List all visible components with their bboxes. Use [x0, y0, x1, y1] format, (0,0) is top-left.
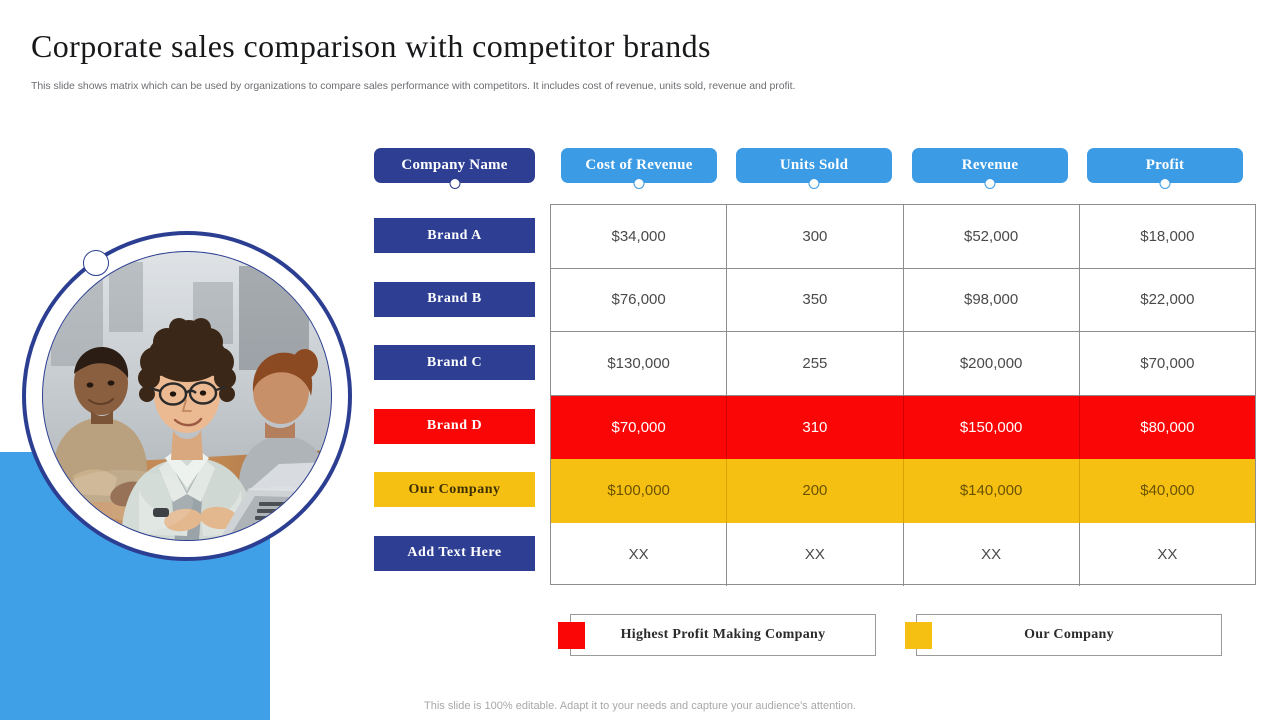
header-connector-dot — [808, 178, 820, 189]
header-connector-dot — [633, 178, 645, 189]
table-cell: XX — [904, 522, 1080, 586]
row-label-text: Brand B — [427, 291, 482, 306]
accent-circle-decoration — [83, 250, 109, 276]
column-header-label: Revenue — [961, 157, 1019, 173]
table-cell: $80,000 — [1140, 418, 1195, 436]
header-connector-dot — [449, 178, 460, 189]
table-cell: $98,000 — [904, 268, 1080, 331]
table-header-row: Company Name Cost of Revenue Units Sold … — [374, 148, 1256, 189]
table-cell: XX — [1157, 545, 1178, 563]
page-subtitle: This slide shows matrix which can be use… — [31, 80, 796, 92]
legend-item-highest-profit: Highest Profit Making Company — [570, 614, 876, 656]
table-cell: $52,000 — [904, 205, 1080, 268]
table-cell: XX — [727, 522, 904, 586]
table-cell: 255 — [727, 332, 904, 395]
header-connector-dot — [1159, 178, 1171, 189]
row-label-text: Brand A — [427, 227, 482, 243]
header-connector-dot — [984, 178, 996, 189]
table-cell: $200,000 — [904, 332, 1080, 395]
table-cell: $150,000 — [904, 395, 1080, 459]
team-photo — [43, 252, 331, 540]
column-header-cost-of-revenue[interactable]: Cost of Revenue — [561, 148, 717, 189]
column-header-revenue[interactable]: Revenue — [912, 148, 1068, 189]
table-cell: $70,000 — [551, 395, 728, 459]
table-cell: $70,000 — [1140, 354, 1195, 372]
table-row-highlight-red: $70,000 310 $150,000 $80,000 — [551, 395, 1255, 459]
table-row-highlight-gold: $100,000 200 $140,000 $40,000 — [551, 459, 1255, 523]
table-cell: $40,000 — [1140, 482, 1195, 500]
table-cell: 300 — [727, 205, 904, 268]
column-header-company-name[interactable]: Company Name — [374, 148, 535, 189]
row-label-text: Brand C — [426, 354, 483, 370]
table-cell: $18,000 — [1140, 227, 1195, 245]
legend-swatch-red — [558, 622, 585, 649]
table-cell: $100,000 — [551, 459, 728, 523]
table-cell: $140,000 — [904, 459, 1080, 523]
legend-swatch-gold — [905, 622, 932, 649]
footer-note: This slide is 100% editable. Adapt it to… — [424, 700, 856, 712]
row-label-text: Our Company — [408, 481, 501, 497]
table-row: $76,000 350 $98,000 $22,000 — [551, 268, 1255, 332]
table-cell: 200 — [727, 459, 904, 523]
page-title: Corporate sales comparison with competit… — [31, 28, 711, 64]
column-header-label: Profit — [1145, 157, 1185, 173]
column-header-label: Cost of Revenue — [585, 157, 693, 173]
row-label-brand-a[interactable]: Brand A — [374, 218, 535, 253]
table-cell: XX — [551, 522, 728, 586]
column-header-label: Company Name — [401, 157, 508, 173]
column-header-profit[interactable]: Profit — [1087, 148, 1243, 189]
row-label-text: Brand D — [426, 418, 483, 433]
table-cell: $130,000 — [551, 332, 728, 395]
table-cell: 310 — [727, 395, 904, 459]
legend-label: Our Company — [1024, 627, 1114, 642]
table-cell: $34,000 — [551, 205, 728, 268]
column-header-units-sold[interactable]: Units Sold — [736, 148, 892, 189]
table-row: $34,000 300 $52,000 $18,000 — [551, 205, 1255, 269]
table-row: XX XX XX XX — [551, 522, 1255, 586]
row-label-text: Add Text Here — [407, 545, 502, 560]
table-cell: $22,000 — [1140, 291, 1195, 309]
table-cell: 350 — [727, 268, 904, 331]
table-cell: $76,000 — [551, 268, 728, 331]
comparison-table: $34,000 300 $52,000 $18,000 $76,000 350 … — [550, 204, 1256, 586]
row-label-brand-b[interactable]: Brand B — [374, 281, 535, 317]
row-label-brand-d[interactable]: Brand D — [374, 408, 535, 444]
table-row: $130,000 255 $200,000 $70,000 — [551, 332, 1255, 396]
column-header-label: Units Sold — [779, 157, 849, 173]
row-label-add-text-here[interactable]: Add Text Here — [374, 535, 535, 571]
row-label-our-company[interactable]: Our Company — [374, 472, 535, 507]
row-label-brand-c[interactable]: Brand C — [374, 345, 535, 380]
legend-item-our-company: Our Company — [916, 614, 1222, 656]
legend-label: Highest Profit Making Company — [620, 627, 826, 642]
